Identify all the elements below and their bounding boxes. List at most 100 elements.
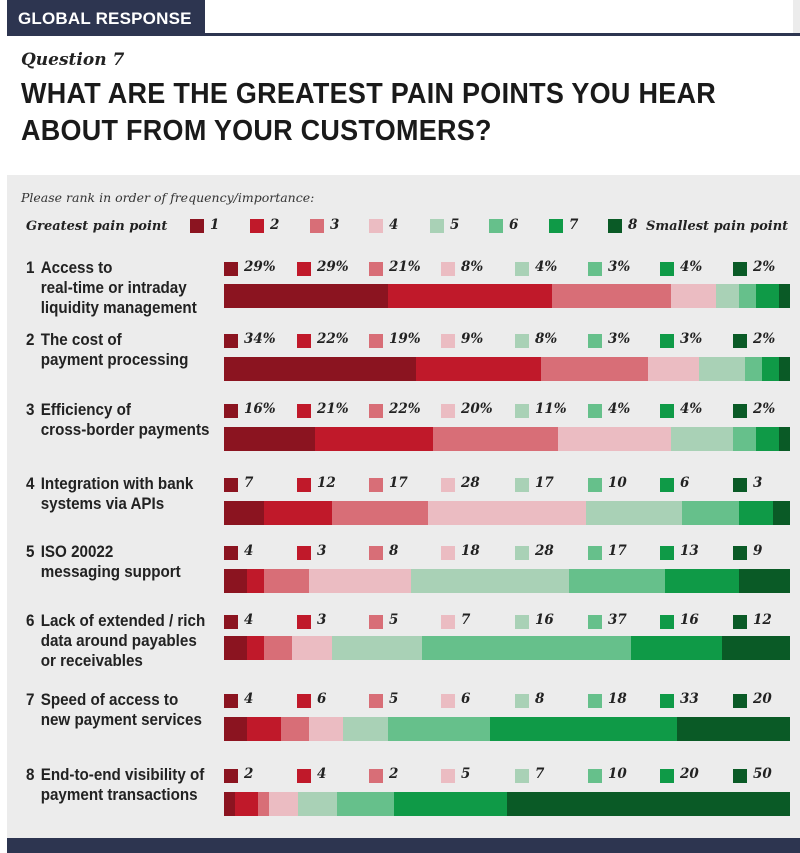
value-swatch	[297, 262, 311, 276]
row-label-4: 4 Integration with bank systems via APIs	[26, 474, 193, 514]
bar-segment-rank-6	[388, 717, 490, 741]
value-swatch	[660, 769, 674, 783]
value-swatch	[297, 334, 311, 348]
bar-segment-rank-8	[506, 792, 790, 816]
value-swatch	[515, 478, 529, 492]
row-label-2: 2 The cost of payment processing	[26, 330, 188, 370]
bar-segment-rank-7	[393, 792, 507, 816]
data-label: 4	[244, 691, 254, 707]
data-label: 2%	[753, 259, 776, 275]
value-swatch	[588, 769, 602, 783]
data-label: 5	[389, 612, 399, 628]
bar-segment-rank-2	[246, 717, 281, 741]
row-number: 7	[26, 691, 35, 709]
stacked-bar-6	[224, 636, 790, 660]
bar-segment-rank-1	[224, 501, 264, 525]
data-label: 8	[389, 543, 399, 559]
title-box	[7, 36, 800, 175]
data-label: 6	[680, 475, 690, 491]
data-label: 16%	[244, 401, 276, 417]
data-label: 11%	[535, 401, 567, 417]
row-label-line: 2 The cost of	[26, 331, 122, 349]
value-swatch	[733, 615, 747, 629]
row-label-line: cross-border payments	[40, 421, 210, 439]
row-number: 8	[26, 766, 35, 784]
legend-rank-8: 8	[628, 217, 638, 233]
legend-left-label: Greatest pain point	[26, 219, 168, 234]
bar-segment-rank-1	[224, 427, 315, 451]
bar-segment-rank-5	[297, 792, 338, 816]
stacked-bar-3	[224, 427, 790, 451]
value-swatch	[515, 262, 529, 276]
bar-segment-rank-4	[557, 427, 672, 451]
value-swatch	[660, 404, 674, 418]
legend-swatch-1	[190, 219, 204, 233]
data-label: 21%	[389, 259, 421, 275]
row-label-line: 5 ISO 20022	[26, 543, 114, 561]
data-label: 8%	[535, 331, 558, 347]
legend-swatch-5	[430, 219, 444, 233]
stacked-bar-8	[224, 792, 790, 816]
row-label-1: 1 Access to real-time or intraday liquidity…	[26, 258, 197, 318]
row-label-line: 1 Access to	[26, 259, 113, 277]
row-label-line: or receivables	[40, 652, 143, 670]
data-label: 8%	[461, 259, 484, 275]
value-swatch	[660, 262, 674, 276]
bar-segment-rank-2	[263, 501, 332, 525]
legend-rank-6: 6	[509, 217, 519, 233]
data-label: 5	[389, 691, 399, 707]
value-swatch	[733, 694, 747, 708]
bar-segment-rank-3	[540, 357, 649, 381]
value-swatch	[733, 769, 747, 783]
stacked-bar-5	[224, 569, 790, 593]
value-swatch	[515, 404, 529, 418]
bar-segment-rank-4	[648, 357, 700, 381]
bar-segment-rank-1	[224, 284, 389, 308]
row-label-line: 8 End-to-end visibility of	[26, 766, 205, 784]
header-tag: GLOBAL RESPONSE	[7, 0, 205, 36]
bar-segment-rank-7	[489, 717, 677, 741]
legend-right-label: Smallest pain point	[646, 219, 789, 234]
stacked-bar-7	[224, 717, 790, 741]
legend-swatch-4	[369, 219, 383, 233]
bar-segment-rank-1	[224, 569, 247, 593]
row-label-line: liquidity management	[40, 299, 197, 317]
data-label: 6	[317, 691, 327, 707]
value-swatch	[297, 546, 311, 560]
value-swatch	[369, 546, 383, 560]
bar-segment-rank-5	[331, 636, 423, 660]
data-label: 4%	[608, 401, 631, 417]
bar-segment-rank-3	[257, 792, 270, 816]
value-swatch	[588, 262, 602, 276]
value-swatch	[297, 694, 311, 708]
value-swatch	[369, 334, 383, 348]
data-label: 3	[753, 475, 763, 491]
value-swatch	[733, 262, 747, 276]
data-label: 16	[680, 612, 699, 628]
value-swatch	[224, 694, 238, 708]
data-label: 9%	[461, 331, 484, 347]
row-label-line: new payment services	[40, 711, 202, 729]
data-label: 22%	[317, 331, 349, 347]
data-label: 17	[608, 543, 627, 559]
row-label-3: 3 Efficiency of cross-border payments	[26, 400, 209, 440]
value-swatch	[441, 262, 455, 276]
value-swatch	[515, 546, 529, 560]
bar-segment-rank-7	[739, 501, 773, 525]
data-label: 18	[461, 543, 480, 559]
data-label: 7	[461, 612, 471, 628]
value-swatch	[224, 404, 238, 418]
data-label: 3	[317, 612, 327, 628]
bar-segment-rank-4	[427, 501, 587, 525]
value-swatch	[660, 546, 674, 560]
data-label: 28	[461, 475, 480, 491]
data-label: 13	[680, 543, 699, 559]
value-swatch	[224, 769, 238, 783]
row-label-line: messaging support	[40, 563, 181, 581]
bar-segment-rank-6	[682, 501, 740, 525]
value-swatch	[660, 334, 674, 348]
bar-segment-rank-8	[778, 427, 790, 451]
data-label: 20	[753, 691, 772, 707]
data-label: 12	[753, 612, 772, 628]
row-label-5: 5 ISO 20022 messaging support	[26, 542, 181, 582]
